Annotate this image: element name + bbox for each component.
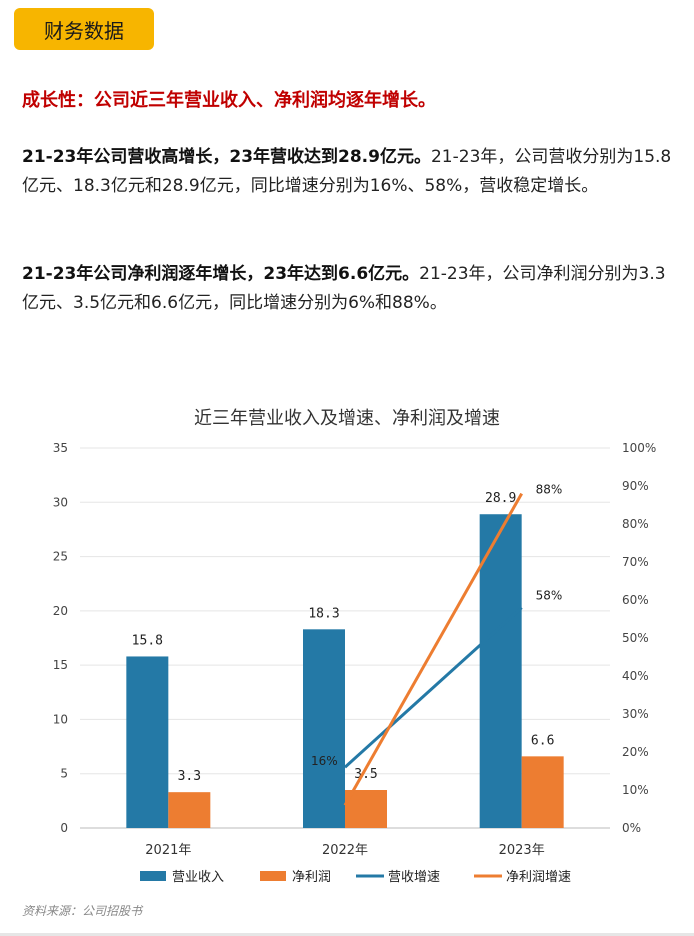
line-data-label: 88% [536,483,563,497]
left-tick-label: 25 [53,550,68,564]
bar-profit [345,790,387,828]
left-tick-label: 15 [53,658,68,672]
legend-label: 净利润 [292,870,331,885]
legend-label: 营收增速 [388,870,440,885]
chart-svg: 近三年营业收入及增速、净利润及增速 0 5 10 15 20 25 30 35 0% 10% 20% 3… [53,408,657,885]
line-data-label: 58% [536,589,563,603]
bar-revenue [126,656,169,828]
bar-data-label: 6.6 [531,733,554,748]
headline: 成长性：公司近三年营业收入、净利润均逐年增长。 [22,90,436,111]
bar-revenue [303,629,345,828]
left-tick-label: 30 [53,495,68,509]
bottom-divider [0,933,694,936]
chart: 近三年营业收入及增速、净利润及增速 0 5 10 15 20 25 30 35 0% 10% 20% 3… [0,390,694,900]
right-tick-label: 80% [622,517,649,531]
left-tick-label: 0 [60,821,68,835]
legend-swatch [140,871,166,881]
right-tick-label: 50% [622,631,649,645]
right-tick-label: 70% [622,555,649,569]
x-tick-label: 2023年 [499,843,545,858]
legend-swatch [260,871,286,881]
right-tick-label: 60% [622,593,649,607]
left-tick-label: 5 [60,767,68,781]
line-profit-growth [343,492,523,806]
chart-title: 近三年营业收入及增速、净利润及增速 [194,408,500,429]
paragraph-revenue-lead: 21-23年公司营收高增长，23年营收达到28.9亿元。 [22,147,431,167]
x-tick-label: 2021年 [145,843,191,858]
x-tick-label: 2022年 [322,843,368,858]
bar-profit [168,792,211,828]
legend-label: 净利润增速 [506,870,571,885]
left-tick-label: 20 [53,604,68,618]
line-data-label: 16% [311,754,338,768]
right-tick-label: 0% [622,821,641,835]
section-tag: 财务数据 [14,8,154,50]
bar-data-label: 3.3 [178,769,201,784]
right-tick-label: 30% [622,707,649,721]
legend-label: 营业收入 [172,870,224,885]
right-tick-label: 90% [622,479,649,493]
paragraph-profit: 21-23年公司净利润逐年增长，23年达到6.6亿元。21-23年，公司净利润分… [22,260,674,318]
paragraph-revenue: 21-23年公司营收高增长，23年营收达到28.9亿元。21-23年，公司营收分… [22,143,674,201]
source-note: 资料来源：公司招股书 [22,904,143,918]
paragraph-profit-lead: 21-23年公司净利润逐年增长，23年达到6.6亿元。 [22,264,420,284]
right-tick-label: 20% [622,745,649,759]
right-tick-label: 10% [622,783,649,797]
paragraph-revenue-body: 21-23年，公司营收分别为15.8亿元、18.3亿元和28.9亿元，同比增速分… [22,147,672,196]
bar-data-label: 18.3 [308,606,339,621]
left-tick-label: 10 [53,712,68,726]
bar-data-label: 28.9 [485,491,516,506]
bar-data-label: 15.8 [132,633,163,648]
paragraph-profit-body: 21-23年，公司净利润分别为3.3亿元、3.5亿元和6.6亿元，同比增速分别为… [22,264,666,313]
line-revenue-growth [343,606,523,769]
bar-profit [521,756,564,828]
left-tick-label: 35 [53,441,68,455]
right-tick-label: 40% [622,669,649,683]
right-tick-label: 100% [622,441,656,455]
bar-revenue [479,514,522,828]
